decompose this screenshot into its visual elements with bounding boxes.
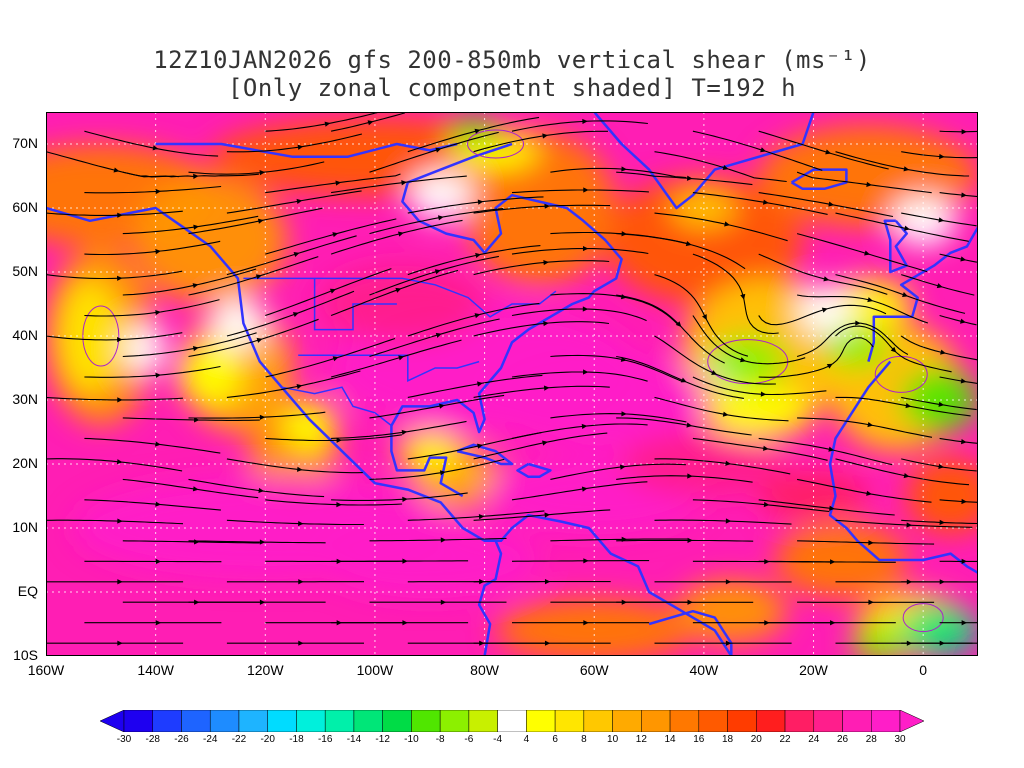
colorbar-label: -12 — [375, 734, 390, 745]
lat-label: 10N — [12, 519, 38, 535]
colorbar-cell — [181, 710, 211, 732]
lat-label: 70N — [12, 135, 38, 151]
map-title-line1: 12Z10JAN2026 gfs 200-850mb vertical shea… — [153, 46, 871, 74]
colorbar-cell — [554, 710, 585, 732]
colorbar-cell — [813, 710, 843, 732]
colorbar-label: -18 — [289, 734, 304, 745]
lon-label: 100W — [356, 662, 394, 678]
colorbar-label: 12 — [635, 734, 647, 745]
colorbar-label: 30 — [894, 734, 906, 745]
shear-map — [46, 112, 978, 656]
lat-label: 10S — [13, 647, 38, 663]
lon-label: 160W — [27, 662, 65, 678]
colorbar-label: 20 — [750, 734, 762, 745]
colorbar-cell — [468, 710, 498, 732]
colorbar-cell — [238, 710, 268, 732]
lat-label: 30N — [12, 391, 38, 407]
colorbar-cell — [411, 710, 441, 732]
lon-label: 0 — [919, 662, 928, 678]
lat-label: 50N — [12, 263, 38, 279]
colorbar-cell — [353, 710, 383, 732]
colorbar-label: -26 — [174, 734, 189, 745]
lat-label: 60N — [12, 199, 38, 215]
lat-label: 40N — [12, 327, 38, 343]
lon-label: 140W — [137, 662, 174, 678]
colorbar-label: -30 — [116, 734, 132, 745]
colorbar-label: -24 — [202, 734, 218, 745]
map-frame — [46, 112, 978, 656]
colorbar-label: 26 — [836, 734, 849, 745]
colorbar-cell — [842, 710, 872, 732]
colorbar-label: -28 — [145, 734, 160, 745]
colorbar-label: -4 — [493, 734, 503, 745]
colorbar-cell — [669, 710, 700, 732]
coastlines — [46, 112, 978, 656]
colorbar-label: -8 — [435, 734, 445, 745]
colorbar-label: 10 — [607, 734, 619, 745]
colorbar-cell — [612, 710, 642, 732]
lon-label: 20W — [799, 662, 828, 678]
colorbar-cell — [324, 710, 355, 732]
colorbar-label: -16 — [317, 734, 333, 745]
map-title-line2: [Only zonal componetnt shaded] T=192 h — [227, 74, 797, 102]
colorbar-cell — [296, 710, 326, 732]
lat-label: 20N — [12, 455, 38, 471]
colorbar-cell — [784, 710, 815, 732]
lon-label: 80W — [470, 662, 499, 678]
colorbar-label: 4 — [523, 734, 530, 745]
colorbar-label: 14 — [664, 734, 676, 745]
colorbar-cell — [152, 710, 182, 732]
colorbar-label: -10 — [404, 734, 419, 745]
colorbar-cell — [267, 710, 297, 732]
colorbar — [100, 710, 924, 732]
colorbar-cell — [526, 710, 556, 732]
colorbar-cell — [756, 710, 786, 732]
colorbar-high-arrow — [899, 710, 924, 732]
colorbar-label: -6 — [464, 734, 474, 745]
lat-label: EQ — [17, 583, 38, 599]
colorbar-cell — [382, 710, 412, 732]
colorbar-cell — [583, 710, 613, 732]
colorbar-label: 24 — [808, 734, 820, 745]
colorbar-label: -22 — [231, 734, 247, 745]
colorbar-cell — [871, 710, 901, 732]
colorbar-label: 8 — [581, 734, 587, 745]
colorbar-cell — [209, 710, 240, 732]
colorbar-label: 28 — [865, 734, 877, 745]
colorbar-label: 16 — [693, 734, 705, 745]
colorbar-cell — [727, 710, 757, 732]
lon-label: 120W — [246, 662, 284, 678]
colorbar-label: 6 — [552, 734, 558, 745]
lon-label: 60W — [579, 662, 609, 678]
colorbar-low-arrow — [100, 710, 125, 732]
colorbar-label: -14 — [346, 734, 362, 745]
colorbar-cell — [698, 710, 728, 732]
colorbar-label: 18 — [721, 734, 734, 745]
colorbar-cell — [123, 710, 153, 732]
colorbar-label: -20 — [260, 734, 275, 745]
colorbar-cell — [439, 710, 470, 732]
lon-label: 40W — [689, 662, 719, 678]
colorbar-label: 22 — [779, 734, 791, 745]
colorbar-cell — [497, 710, 527, 732]
streamlines — [46, 112, 978, 646]
colorbar-cell — [641, 710, 671, 732]
